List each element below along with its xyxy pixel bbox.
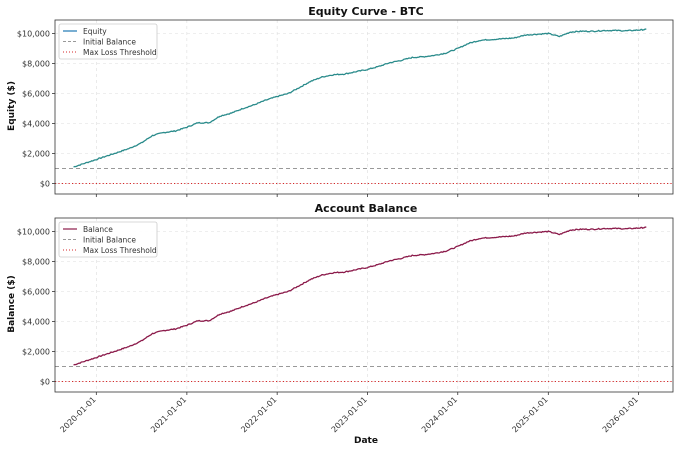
balance-ytick-label-2: $4,000 xyxy=(22,318,50,327)
equity-ytick-label-3: $6,000 xyxy=(22,90,50,99)
max-loss-legend-label: Max Loss Threshold xyxy=(83,48,157,57)
equity-ylabel: Equity ($) xyxy=(7,81,17,131)
balance-ytick-label-1: $2,000 xyxy=(22,348,50,357)
balance-xtick-label-0: 2020-01-01 xyxy=(58,395,97,434)
balance-xtick-label-4: 2024-01-01 xyxy=(420,395,459,434)
initial-balance-legend-label: Initial Balance xyxy=(83,38,136,47)
balance-xtick-label-3: 2023-01-01 xyxy=(330,395,369,434)
equity-ytick-label-0: $0 xyxy=(40,180,50,189)
max-loss-legend-label: Max Loss Threshold xyxy=(83,246,157,255)
equity-x-ticks xyxy=(95,194,640,197)
balance-xtick-label-6: 2026-01-01 xyxy=(601,395,640,434)
balance-xtick-label-5: 2025-01-01 xyxy=(510,395,549,434)
balance-reference-lines xyxy=(55,366,673,382)
balance-xtick-label-1: 2021-01-01 xyxy=(149,395,188,434)
balance-title: Account Balance xyxy=(315,202,418,215)
balance-xlabel: Date xyxy=(354,436,378,446)
balance-series xyxy=(73,226,647,366)
equity-legend: Equity Initial Balance Max Loss Threshol… xyxy=(58,23,158,60)
balance-y-ticks: $0 $2,000 $4,000 $6,000 $8,000 $10,000 xyxy=(17,228,55,387)
balance-ytick-label-4: $8,000 xyxy=(22,258,50,267)
balance-legend-label: Balance xyxy=(83,225,113,234)
equity-y-ticks: $0 $2,000 $4,000 $6,000 $8,000 $10,000 xyxy=(17,30,55,189)
equity-ytick-label-2: $4,000 xyxy=(22,120,50,129)
balance-axes-frame xyxy=(54,217,674,393)
equity-panel: Equity Curve - BTC Equity ($) $0 $2,000 $4… xyxy=(7,5,674,197)
equity-title: Equity Curve - BTC xyxy=(308,5,423,18)
balance-legend: Balance Initial Balance Max Loss Thresho… xyxy=(58,221,158,258)
equity-grid xyxy=(55,20,673,194)
equity-legend-box xyxy=(58,23,158,60)
equity-line xyxy=(73,28,647,168)
initial-balance-legend-label: Initial Balance xyxy=(83,236,136,245)
balance-ylabel: Balance ($) xyxy=(7,275,17,333)
equity-legend-label: Equity xyxy=(83,27,107,36)
equity-ytick-label-5: $10,000 xyxy=(17,30,50,39)
equity-reference-lines xyxy=(55,168,673,184)
balance-x-ticks: 2020-01-01 2021-01-01 2022-01-01 2023-01-01… xyxy=(58,392,640,434)
equity-series xyxy=(73,28,647,168)
balance-ytick-label-3: $6,000 xyxy=(22,288,50,297)
balance-legend-box xyxy=(58,221,158,258)
balance-ytick-label-5: $10,000 xyxy=(17,228,50,237)
balance-panel: Account Balance Balance ($) $0 $2,000 $4,0… xyxy=(7,202,674,446)
balance-xtick-label-2: 2022-01-01 xyxy=(239,395,278,434)
balance-line xyxy=(73,226,647,366)
balance-ytick-label-0: $0 xyxy=(40,378,50,387)
equity-ytick-label-4: $8,000 xyxy=(22,60,50,69)
equity-ytick-label-1: $2,000 xyxy=(22,150,50,159)
equity-axes-frame xyxy=(54,19,674,195)
